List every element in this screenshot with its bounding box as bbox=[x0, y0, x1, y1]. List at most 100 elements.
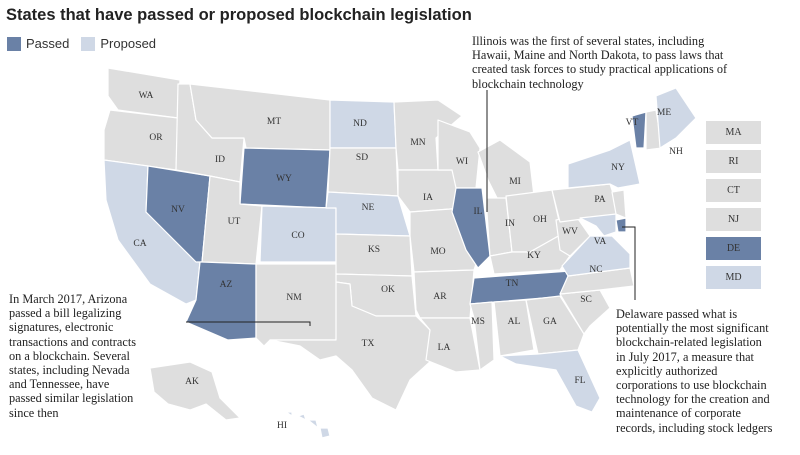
state-label-pa: PA bbox=[594, 195, 605, 205]
delaware-annotation-line: in July 2017, a measure that bbox=[616, 349, 754, 364]
state-label-mn: MN bbox=[410, 138, 425, 148]
state-label-wy: WY bbox=[276, 174, 292, 184]
small-state-box-ct: CT bbox=[706, 179, 761, 202]
state-label-ks: KS bbox=[368, 245, 380, 255]
arizona-annotation-line: and Tennessee, have bbox=[9, 377, 110, 392]
state-me bbox=[655, 87, 697, 149]
state-label-nc: NC bbox=[589, 265, 602, 275]
state-label-nm: NM bbox=[286, 293, 302, 303]
state-label-ky: KY bbox=[527, 251, 541, 261]
state-ms bbox=[469, 301, 495, 371]
state-label-tx: TX bbox=[362, 339, 375, 349]
state-fl bbox=[499, 349, 601, 413]
legend-passed: Passed bbox=[7, 36, 69, 51]
state-la bbox=[419, 317, 481, 373]
illinois-annotation-line: created task forces to study practical a… bbox=[472, 62, 728, 77]
arizona-annotation-line: signatures, electronic bbox=[9, 320, 114, 335]
state-label-al: AL bbox=[508, 317, 521, 327]
state-de bbox=[615, 217, 627, 233]
legend-proposed-swatch bbox=[81, 36, 96, 51]
state-label-vt: VT bbox=[626, 118, 639, 128]
state-mi bbox=[477, 139, 535, 201]
state-label-in: IN bbox=[505, 219, 515, 229]
delaware-annotation-line: maintenance of corporate bbox=[616, 406, 741, 421]
delaware-annotation-line: technology for the creation and bbox=[616, 392, 770, 407]
state-ks bbox=[335, 233, 413, 277]
state-md bbox=[579, 213, 617, 237]
legend-passed-swatch bbox=[7, 36, 21, 51]
state-label-fl: FL bbox=[574, 376, 585, 386]
state-label-va: VA bbox=[594, 237, 607, 247]
state-mn bbox=[393, 99, 463, 171]
arizona-annotation-line: states, including Nevada bbox=[9, 363, 130, 378]
arizona-annotation-line: on a blockchain. Several bbox=[9, 348, 130, 363]
state-nm bbox=[255, 263, 339, 347]
state-ne bbox=[325, 191, 411, 237]
state-label-oh: OH bbox=[533, 215, 547, 225]
state-label-mt: MT bbox=[267, 117, 281, 127]
arizona-annotation-line: transactions and contracts bbox=[9, 334, 137, 349]
delaware-annotation-line: potentially the most significant bbox=[616, 321, 769, 336]
delaware-annotation: Delaware passed what is potentially the m… bbox=[616, 307, 800, 435]
small-state-box-de: DE bbox=[706, 237, 761, 260]
legend-proposed: Proposed bbox=[81, 36, 156, 51]
delaware-annotation-line: explicitly authorized bbox=[616, 363, 718, 378]
legend-proposed-label: Proposed bbox=[100, 36, 157, 51]
state-label-ne: NE bbox=[362, 203, 375, 213]
state-label-wi: WI bbox=[456, 157, 468, 167]
state-tx bbox=[269, 281, 433, 411]
state-label-ia: IA bbox=[423, 193, 433, 203]
illinois-annotation: Illinois was the first of several states… bbox=[472, 34, 782, 91]
delaware-annotation-line: blockchain-related legislation bbox=[616, 335, 762, 350]
state-label-az: AZ bbox=[220, 280, 233, 290]
state-label-ar: AR bbox=[433, 292, 447, 302]
small-state-box-ma: MA bbox=[706, 121, 761, 144]
state-label-me: ME bbox=[657, 108, 671, 118]
state-label-or: OR bbox=[149, 133, 163, 143]
map-title: States that have passed or proposed bloc… bbox=[6, 6, 472, 24]
state-label-ny: NY bbox=[611, 163, 625, 173]
delaware-annotation-line: records, including stock ledgers bbox=[616, 420, 773, 435]
state-ak bbox=[149, 361, 241, 421]
state-label-tn: TN bbox=[506, 279, 519, 289]
small-state-box-ri: RI bbox=[706, 150, 761, 173]
state-label-ca: CA bbox=[133, 239, 146, 249]
state-ga bbox=[525, 295, 585, 355]
state-label-mo: MO bbox=[430, 247, 445, 257]
illinois-annotation-line: Illinois was the first of several states… bbox=[472, 34, 705, 48]
legend: Passed Proposed bbox=[7, 36, 168, 51]
state-label-hi: HI bbox=[277, 421, 287, 431]
delaware-annotation-line: corporations to use blockchain bbox=[616, 378, 767, 393]
state-label-nv: NV bbox=[171, 205, 185, 215]
state-label-id: ID bbox=[215, 155, 225, 165]
state-il bbox=[451, 187, 491, 269]
arizona-annotation-line: passed similar legislation bbox=[9, 391, 134, 406]
state-al bbox=[493, 299, 535, 357]
state-label-wa: WA bbox=[139, 91, 154, 101]
arizona-leader-line bbox=[186, 321, 311, 326]
state-nh bbox=[645, 109, 663, 151]
state-label-mi: MI bbox=[509, 177, 521, 187]
state-label-sd: SD bbox=[356, 153, 368, 163]
state-ny bbox=[567, 139, 641, 189]
delaware-annotation-line: Delaware passed what is bbox=[616, 307, 738, 321]
illinois-annotation-line: blockchain technology bbox=[472, 76, 584, 91]
state-label-la: LA bbox=[438, 343, 451, 353]
state-label-il: IL bbox=[474, 207, 483, 217]
arizona-annotation-line: since then bbox=[9, 405, 59, 420]
delaware-leader-line bbox=[622, 226, 636, 300]
small-state-box-nj: NJ bbox=[706, 208, 761, 231]
state-label-nd: ND bbox=[353, 119, 367, 129]
state-label-co: CO bbox=[291, 231, 304, 241]
state-label-ok: OK bbox=[381, 285, 395, 295]
small-state-box-md: MD bbox=[706, 266, 761, 289]
state-label-sc: SC bbox=[580, 295, 592, 305]
legend-passed-label: Passed bbox=[26, 36, 70, 51]
state-hi bbox=[285, 411, 331, 439]
state-label-wv: WV bbox=[562, 227, 578, 237]
arizona-annotation: In March 2017, Arizona passed a bill lega… bbox=[9, 292, 179, 420]
state-label-ut: UT bbox=[228, 217, 241, 227]
arizona-annotation-line: In March 2017, Arizona bbox=[9, 292, 128, 306]
arizona-annotation-line: passed a bill legalizing bbox=[9, 306, 122, 321]
